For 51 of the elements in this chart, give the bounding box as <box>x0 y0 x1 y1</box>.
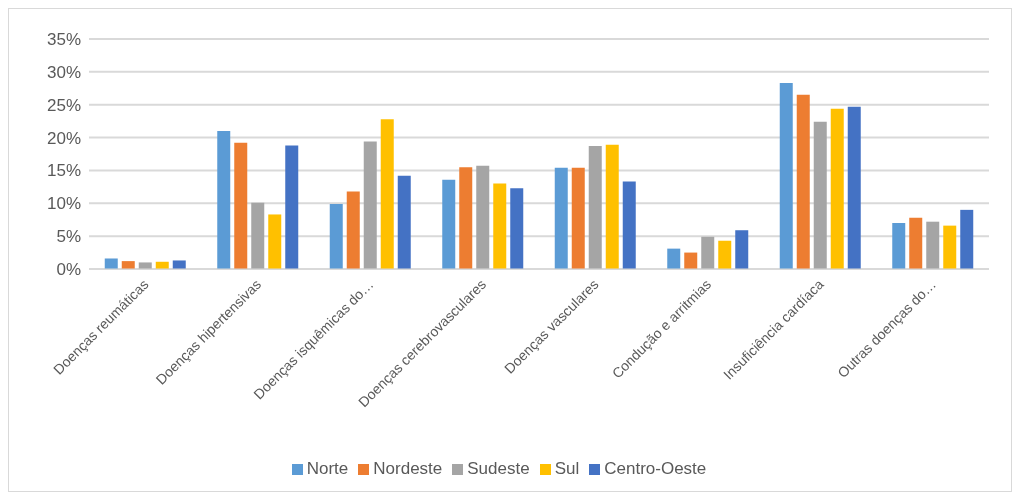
bar <box>442 179 456 269</box>
y-tick-label: 15% <box>46 161 81 181</box>
bar <box>346 191 360 269</box>
bar <box>605 144 619 269</box>
bar <box>622 181 636 269</box>
legend-label: Sudeste <box>467 459 530 478</box>
bar <box>909 217 923 269</box>
y-tick-label: 10% <box>46 194 81 214</box>
bar <box>571 167 585 269</box>
bar <box>363 141 377 269</box>
bar <box>684 252 698 269</box>
bar <box>172 260 186 269</box>
bar <box>718 240 732 269</box>
y-tick-label: 35% <box>46 30 81 50</box>
y-tick-label: 5% <box>56 227 81 247</box>
bar <box>459 167 473 269</box>
bar <box>667 248 681 269</box>
bar <box>554 167 568 269</box>
bar <box>892 223 906 269</box>
y-tick-label: 25% <box>46 95 81 115</box>
y-tick-label: 0% <box>56 260 81 280</box>
bar <box>104 258 118 269</box>
legend-label: Sul <box>554 459 580 478</box>
bar <box>926 221 940 269</box>
bar <box>380 119 394 269</box>
bar <box>268 214 282 269</box>
bar <box>813 121 827 269</box>
bar <box>217 131 231 269</box>
bar <box>510 188 524 269</box>
bar <box>847 106 861 269</box>
bar <box>138 262 152 269</box>
bar <box>493 183 507 269</box>
bar <box>234 142 248 269</box>
legend-label: Nordeste <box>373 459 443 478</box>
bar <box>476 165 490 269</box>
bar <box>735 230 749 269</box>
bar <box>329 203 343 269</box>
y-tick-label: 30% <box>46 62 81 82</box>
bar <box>285 145 299 269</box>
bar <box>588 146 602 269</box>
legend-label: Norte <box>306 459 349 478</box>
bar <box>397 175 411 269</box>
bar <box>796 94 810 269</box>
legend-label: Centro-Oeste <box>604 459 707 478</box>
bar <box>701 236 715 269</box>
bar <box>251 202 265 269</box>
bar <box>830 108 844 269</box>
bar <box>779 83 793 269</box>
bar <box>943 225 957 269</box>
y-tick-label: 20% <box>46 128 81 148</box>
bar <box>960 209 974 269</box>
